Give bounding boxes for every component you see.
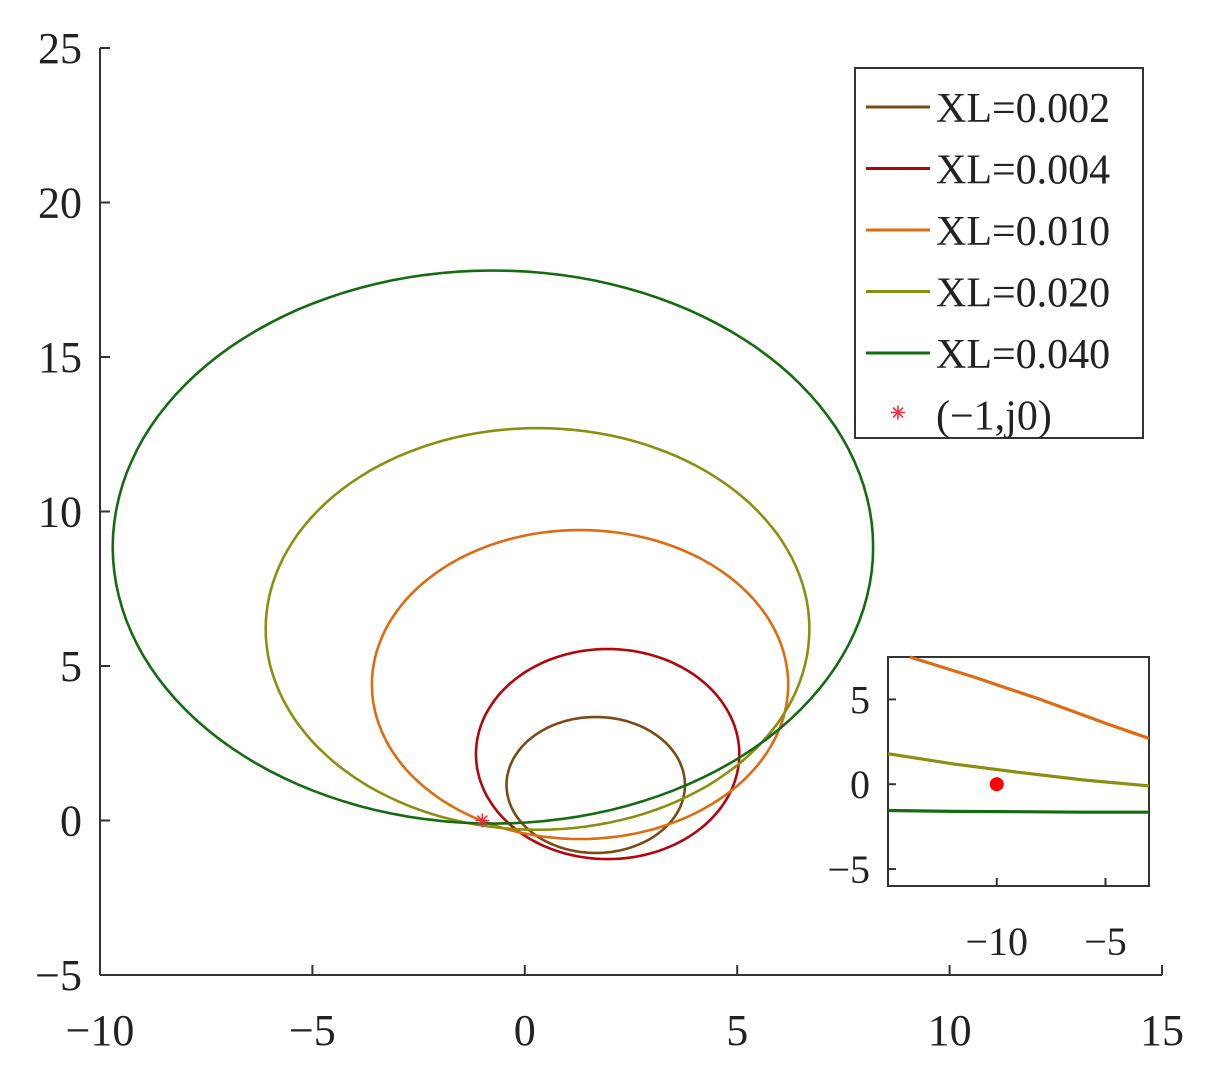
x-tick-label: 0 [514,1006,536,1055]
inset-series-line-3 [887,808,1149,814]
legend-label: XL=0.040 [936,332,1110,378]
inset-points-group [989,777,1004,792]
series-line-1 [505,715,687,855]
legend-label: XL=0.010 [936,209,1110,255]
inset-y-ticks: −5 0 5 [827,677,896,892]
legend-items: XL=0.002 XL=0.004 XL=0.010 XL=0.020 XL=0.040… [866,86,1110,440]
inset-x-ticks: −10 −5 [965,878,1127,964]
inset-y-tick-label: 0 [850,762,870,807]
y-tick-label: −5 [35,951,82,1000]
inset-series-line-2 [887,752,1150,788]
main-plot: −10 −5 0 5 10 15 −5 0 5 10 15 20 25 [35,24,1184,1055]
y-tick-label: 20 [38,179,82,228]
main-points-group [475,813,490,828]
x-tick-label: 10 [928,1006,972,1055]
legend-label: XL=0.002 [936,86,1110,132]
legend: XL=0.002 XL=0.004 XL=0.010 XL=0.020 XL=0.040… [854,67,1144,440]
y-tick-label: 25 [38,24,82,73]
series-line-3 [370,528,790,841]
inset-series-group [887,655,1150,814]
legend-label: (−1,j0) [936,394,1052,440]
x-tick-label: −5 [289,1006,336,1055]
inset-y-tick-label: −5 [827,847,870,892]
legend-label: XL=0.004 [936,148,1110,194]
inset-plot: −10 −5 −5 0 5 [827,655,1150,964]
x-tick-label: 5 [726,1006,748,1055]
x-tick-label: 15 [1140,1006,1184,1055]
inset-x-tick-label: −10 [965,919,1028,964]
y-ticks: −5 0 5 10 15 20 25 [35,24,110,1000]
point-marker-1 [475,813,490,828]
inset-series-line-1 [909,655,1150,740]
legend-label: XL=0.020 [936,271,1110,317]
y-tick-label: 5 [60,642,82,691]
legend-box [854,67,1144,439]
x-ticks: −10 −5 0 5 10 15 [66,965,1184,1055]
y-tick-label: 10 [38,488,82,537]
series-line-5 [111,269,875,825]
y-tick-label: 0 [60,797,82,846]
inset-y-tick-label: 5 [850,677,870,722]
inset-x-tick-label: −5 [1084,919,1127,964]
inset-point-marker [989,777,1004,792]
series-line-4 [264,426,811,832]
legend-marker [891,405,905,420]
series-line-2 [474,647,741,861]
y-tick-label: 15 [38,333,82,382]
main-series-group [111,269,875,861]
x-tick-label: −10 [66,1006,135,1055]
